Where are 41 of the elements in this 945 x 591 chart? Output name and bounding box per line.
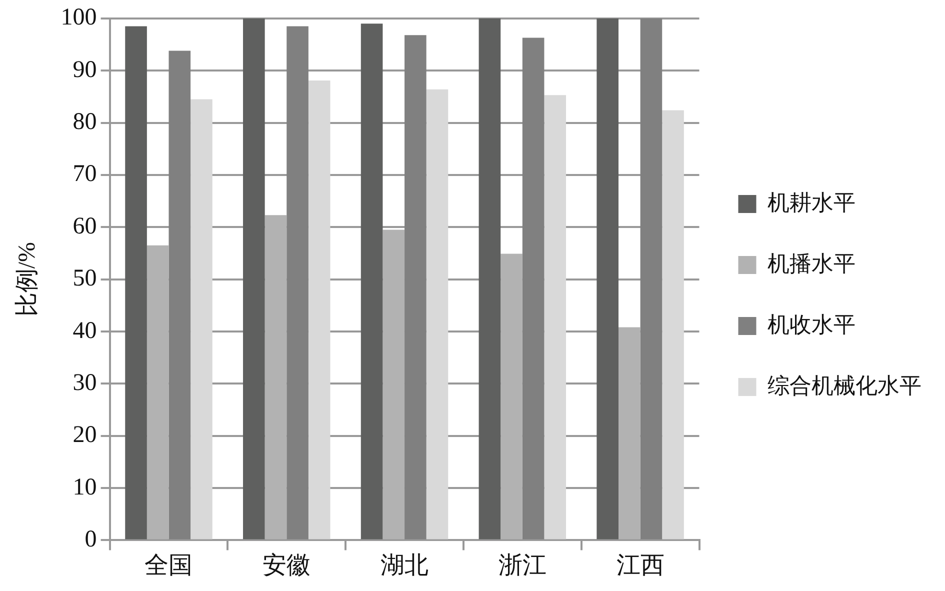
x-tick-label: 江西	[616, 552, 664, 579]
x-tick-label: 安徽	[262, 552, 311, 579]
bar	[146, 245, 169, 540]
bar	[190, 99, 212, 540]
x-tick-label: 全国	[144, 552, 193, 579]
legend-label: 机播水平	[767, 250, 856, 276]
y-tick-label: 60	[72, 213, 97, 240]
x-tick-label: 湖北	[380, 552, 429, 579]
bar	[286, 26, 308, 540]
bar	[478, 18, 501, 540]
y-tick-label: 10	[72, 474, 97, 500]
legend-label: 机耕水平	[767, 190, 856, 215]
bar	[426, 89, 448, 540]
bar	[544, 95, 566, 540]
bar	[522, 38, 544, 540]
bar	[618, 327, 640, 540]
y-tick-label: 0	[84, 526, 97, 552]
bar	[125, 26, 147, 540]
bar	[662, 110, 684, 540]
legend-label: 综合机械化水平	[767, 372, 922, 398]
bar	[308, 80, 330, 540]
bar	[640, 18, 662, 540]
bar	[243, 18, 265, 540]
y-tick-label: 90	[72, 56, 97, 83]
bar	[382, 230, 405, 540]
bar	[500, 254, 522, 540]
bar	[404, 35, 426, 540]
y-tick-label: 20	[72, 422, 97, 448]
x-tick-label: 浙江	[498, 552, 546, 579]
y-tick-label: 100	[60, 4, 97, 31]
y-tick-label: 50	[72, 266, 97, 292]
bar	[168, 50, 191, 540]
bar	[596, 18, 618, 540]
bar	[264, 215, 287, 540]
bar	[360, 24, 383, 540]
y-tick-label: 70	[72, 161, 97, 188]
legend-label: 机收水平	[767, 312, 856, 337]
y-axis-title: 比例/%	[14, 242, 41, 317]
y-tick-label: 30	[72, 370, 97, 396]
y-tick-label: 40	[72, 318, 97, 344]
y-tick-label: 80	[72, 109, 97, 136]
